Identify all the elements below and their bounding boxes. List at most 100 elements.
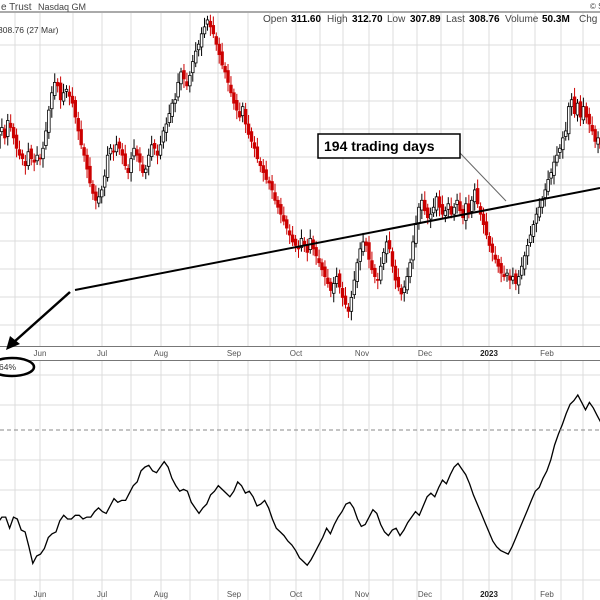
candle	[111, 144, 116, 161]
candle	[167, 104, 171, 127]
candle	[387, 231, 392, 254]
annotation-box	[317, 133, 461, 159]
candle	[587, 107, 591, 134]
candle	[91, 180, 95, 200]
candle	[26, 142, 31, 170]
x-tick-label: Nov	[355, 590, 369, 599]
candle	[370, 251, 374, 274]
candle	[517, 270, 521, 294]
candle	[232, 88, 236, 110]
candle	[199, 27, 204, 57]
candle	[343, 287, 348, 309]
x-tick-label: Aug	[154, 590, 168, 599]
candle	[0, 118, 4, 136]
highlight-circle	[0, 356, 36, 378]
candle	[525, 238, 530, 265]
candle	[223, 62, 227, 79]
candle	[473, 183, 477, 211]
candle	[117, 137, 122, 155]
candle	[229, 76, 233, 97]
x-tick-label: 2023	[480, 349, 498, 358]
candle	[290, 225, 295, 247]
candle	[305, 238, 310, 262]
candle	[114, 135, 119, 156]
copyright-mark: © S	[590, 2, 600, 11]
volume-label: Volume	[505, 14, 539, 25]
candle	[97, 187, 101, 208]
candle	[399, 284, 403, 301]
candle	[475, 179, 480, 208]
candle	[431, 198, 436, 217]
candle	[522, 251, 527, 276]
candle	[502, 265, 506, 281]
candle	[252, 136, 257, 158]
low-value: 307.89	[410, 14, 441, 25]
candle	[314, 240, 318, 265]
candle	[367, 236, 371, 269]
candle	[564, 121, 568, 141]
candle	[420, 193, 424, 220]
x-tick-label: Dec	[418, 349, 432, 358]
candle	[332, 276, 336, 303]
candle	[53, 73, 57, 100]
candle	[179, 67, 183, 91]
candle	[194, 42, 198, 68]
candle	[352, 271, 357, 299]
candle	[355, 258, 359, 289]
candle	[205, 15, 210, 31]
candle	[346, 302, 351, 318]
candle	[505, 268, 509, 282]
candle	[555, 146, 559, 167]
oscillator-series	[0, 393, 600, 567]
candle	[158, 135, 163, 160]
candle	[496, 255, 500, 273]
candle	[14, 128, 19, 158]
candle	[381, 248, 386, 271]
candle	[182, 63, 186, 88]
candle	[211, 16, 216, 38]
candle	[437, 190, 442, 217]
candle	[238, 102, 242, 122]
candle	[578, 95, 583, 127]
candle	[191, 54, 195, 82]
candle	[593, 125, 597, 148]
candle	[543, 183, 547, 207]
security-name: e Trust	[1, 2, 32, 13]
candle	[82, 143, 86, 162]
candle	[552, 155, 556, 185]
candle	[258, 157, 263, 173]
candle	[490, 237, 495, 262]
candle	[596, 131, 600, 154]
candle	[590, 116, 594, 136]
candle	[138, 147, 142, 172]
candle	[452, 203, 456, 221]
candle	[164, 117, 169, 142]
candle	[79, 120, 83, 149]
candle	[47, 105, 51, 139]
candle	[85, 148, 89, 179]
candle	[575, 99, 580, 122]
candle	[240, 102, 245, 123]
candle	[405, 267, 409, 294]
candle	[152, 139, 157, 155]
candle	[358, 242, 362, 271]
candle	[161, 126, 166, 149]
candle	[428, 207, 433, 229]
candle	[214, 32, 218, 51]
arrow-head	[6, 336, 20, 350]
candle	[440, 195, 445, 219]
candle	[235, 93, 239, 120]
candle	[326, 268, 330, 288]
candle	[340, 281, 345, 307]
candle	[249, 127, 254, 148]
candle	[390, 247, 395, 273]
candle	[581, 97, 586, 124]
candle	[67, 85, 72, 106]
candle	[126, 164, 130, 180]
candle	[423, 191, 427, 215]
candle	[417, 203, 421, 230]
low-label: Low	[387, 14, 406, 25]
candle	[58, 76, 63, 109]
lower-panel-legend: 64%	[0, 362, 16, 372]
candle	[64, 85, 69, 98]
